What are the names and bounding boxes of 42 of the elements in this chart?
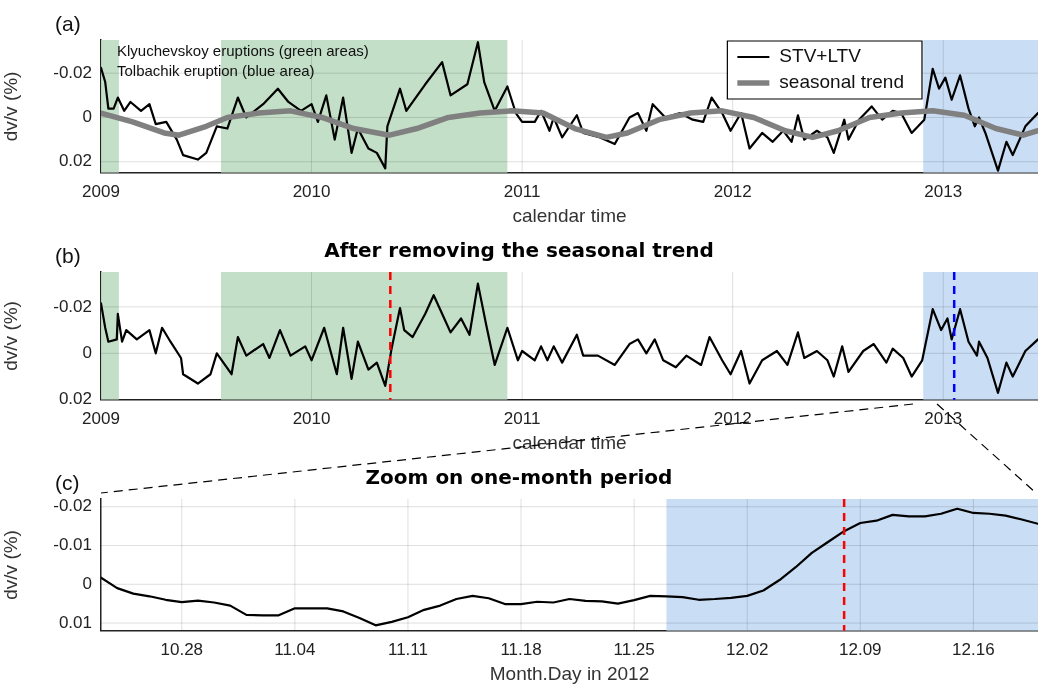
legend-label: STV+LTV <box>779 45 862 67</box>
legend-label: seasonal trend <box>779 71 905 93</box>
y-axis-title: dv/v (%) <box>0 301 21 371</box>
y-axis-title: dv/v (%) <box>0 71 21 142</box>
y-tick-label: 0 <box>82 343 92 363</box>
x-tick-label: 2012 <box>713 408 752 428</box>
text: (c) <box>55 471 80 495</box>
x-tick-label: 2013 <box>924 408 963 428</box>
y-tick-label: 0.02 <box>58 389 92 409</box>
x-tick-label: 10.28 <box>160 639 204 659</box>
x-tick-label: 2012 <box>713 181 752 201</box>
y-tick-label: 0.02 <box>58 151 92 171</box>
y-tick-label: 0.01 <box>58 612 92 632</box>
x-tick-label: 2011 <box>503 181 541 201</box>
x-tick-label: 11.11 <box>387 639 428 659</box>
y-tick-label: -0.02 <box>53 496 92 516</box>
x-tick-label: 12.16 <box>952 639 995 659</box>
chart-title: After removing the seasonal trend <box>324 238 714 263</box>
y-tick-label: -0.01 <box>53 535 92 555</box>
x-tick-label: 2009 <box>82 181 120 201</box>
chart-title: Zoom on one-month period <box>365 465 673 490</box>
x-tick-label: 12.02 <box>725 639 769 659</box>
x-tick-label: 11.25 <box>613 639 655 659</box>
x-tick-label: 12.09 <box>839 639 882 659</box>
text: (a) <box>55 12 81 36</box>
text: (b) <box>55 244 81 268</box>
y-axis-title: dv/v (%) <box>0 530 21 600</box>
y-tick-label: -0.02 <box>53 62 92 82</box>
x-tick-label: 2010 <box>292 181 331 201</box>
y-tick-label: 0 <box>82 573 92 593</box>
x-tick-label: 2013 <box>924 181 963 201</box>
y-tick-label: 0 <box>82 107 92 127</box>
x-axis-title: Month.Day in 2012 <box>489 662 650 684</box>
annotation: Tolbachik eruption (blue area) <box>117 61 315 79</box>
x-tick-label: 11.04 <box>274 639 316 659</box>
x-tick-label: 2010 <box>292 408 331 428</box>
x-tick-label: 2011 <box>503 408 541 428</box>
y-tick-label: -0.02 <box>53 296 92 316</box>
x-tick-label: 2009 <box>82 408 120 428</box>
x-axis-title: calendar time <box>512 204 627 226</box>
annotation: Klyuchevskoy eruptions (green areas) <box>117 41 369 59</box>
x-tick-label: 11.18 <box>500 639 542 659</box>
